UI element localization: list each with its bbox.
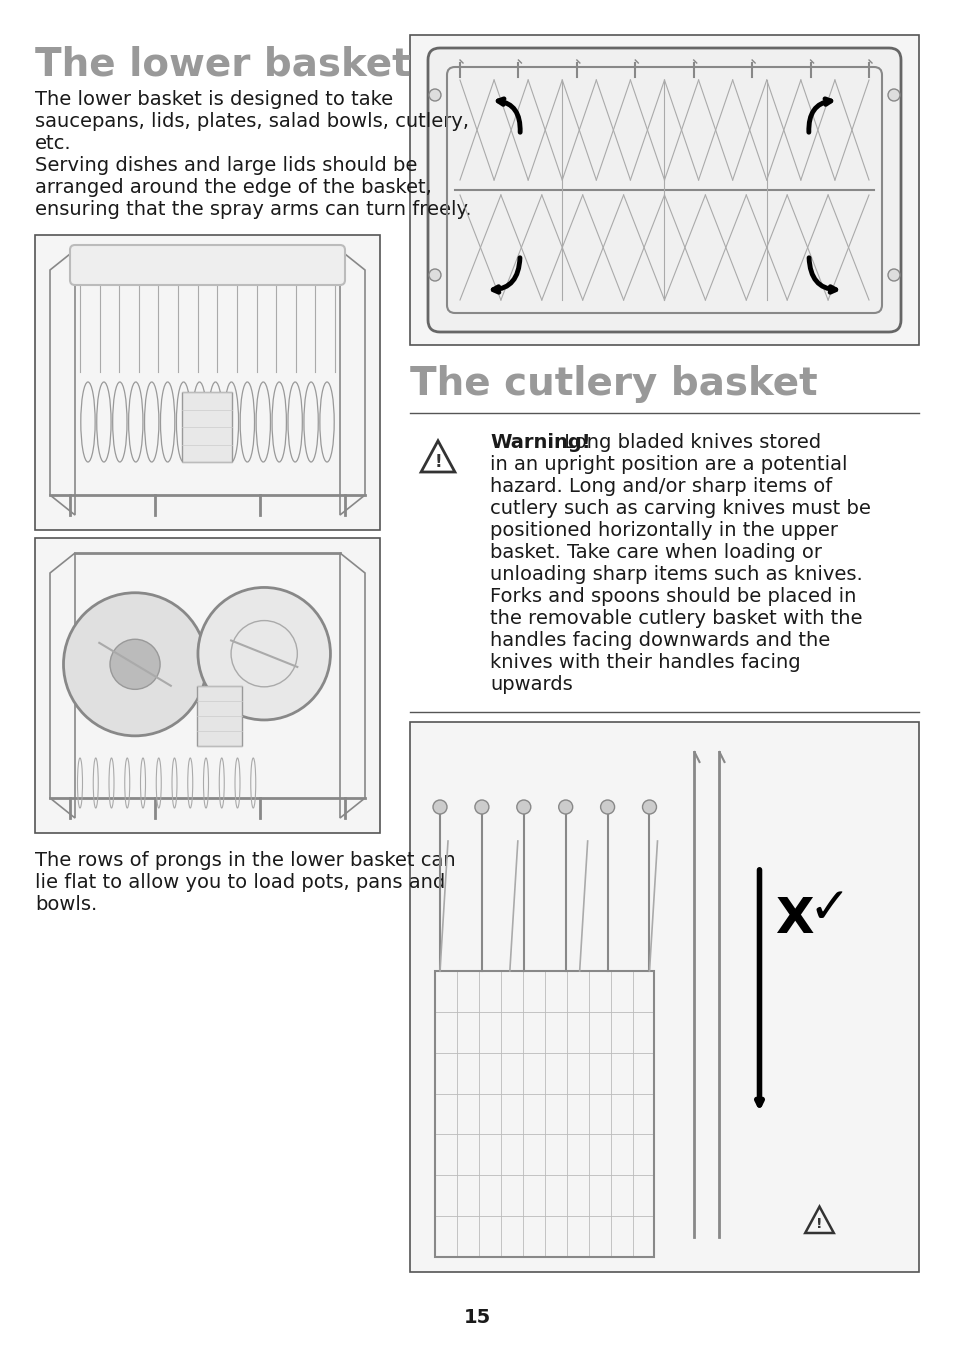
Circle shape <box>517 800 530 814</box>
Circle shape <box>433 800 447 814</box>
Bar <box>35 235 379 530</box>
Text: !: ! <box>434 453 441 470</box>
Text: upwards: upwards <box>490 675 572 694</box>
Text: hazard. Long and/or sharp items of: hazard. Long and/or sharp items of <box>490 477 831 496</box>
Text: cutlery such as carving knives must be: cutlery such as carving knives must be <box>490 499 870 518</box>
Circle shape <box>475 800 488 814</box>
Circle shape <box>600 800 614 814</box>
Text: The lower basket: The lower basket <box>35 45 410 82</box>
FancyBboxPatch shape <box>428 49 900 333</box>
Bar <box>410 722 918 1272</box>
Circle shape <box>110 639 160 690</box>
Bar <box>196 685 242 745</box>
Text: etc.: etc. <box>35 134 71 153</box>
Text: ensuring that the spray arms can turn freely.: ensuring that the spray arms can turn fr… <box>35 200 471 219</box>
Text: positioned horizontally in the upper: positioned horizontally in the upper <box>490 521 837 539</box>
Text: arranged around the edge of the basket,: arranged around the edge of the basket, <box>35 178 432 197</box>
Bar <box>435 971 654 1257</box>
Text: handles facing downwards and the: handles facing downwards and the <box>490 631 829 650</box>
Bar <box>410 35 918 345</box>
Text: Warning!: Warning! <box>490 433 590 452</box>
Text: basket. Take care when loading or: basket. Take care when loading or <box>490 544 821 562</box>
Text: The lower basket is designed to take: The lower basket is designed to take <box>35 91 393 110</box>
Text: The rows of prongs in the lower basket can: The rows of prongs in the lower basket c… <box>35 850 456 869</box>
Text: Serving dishes and large lids should be: Serving dishes and large lids should be <box>35 155 417 174</box>
Text: The cutlery basket: The cutlery basket <box>410 365 817 403</box>
Text: ✓: ✓ <box>808 886 849 933</box>
Circle shape <box>197 588 330 721</box>
FancyBboxPatch shape <box>70 245 345 285</box>
Text: Long bladed knives stored: Long bladed knives stored <box>558 433 821 452</box>
Text: unloading sharp items such as knives.: unloading sharp items such as knives. <box>490 565 862 584</box>
Text: lie flat to allow you to load pots, pans and: lie flat to allow you to load pots, pans… <box>35 873 445 892</box>
Text: 15: 15 <box>463 1307 490 1328</box>
Text: Forks and spoons should be placed in: Forks and spoons should be placed in <box>490 587 856 606</box>
Circle shape <box>887 269 899 281</box>
Circle shape <box>558 800 572 814</box>
Circle shape <box>641 800 656 814</box>
Circle shape <box>887 89 899 101</box>
Bar <box>182 392 232 462</box>
Text: the removable cutlery basket with the: the removable cutlery basket with the <box>490 608 862 627</box>
Circle shape <box>64 592 207 735</box>
Text: saucepans, lids, plates, salad bowls, cutlery,: saucepans, lids, plates, salad bowls, cu… <box>35 112 469 131</box>
Bar <box>35 538 379 833</box>
Text: X: X <box>775 895 813 942</box>
Circle shape <box>429 89 440 101</box>
Text: knives with their handles facing: knives with their handles facing <box>490 653 800 672</box>
Text: bowls.: bowls. <box>35 895 97 914</box>
Text: !: ! <box>816 1217 821 1232</box>
Text: in an upright position are a potential: in an upright position are a potential <box>490 456 846 475</box>
Circle shape <box>429 269 440 281</box>
